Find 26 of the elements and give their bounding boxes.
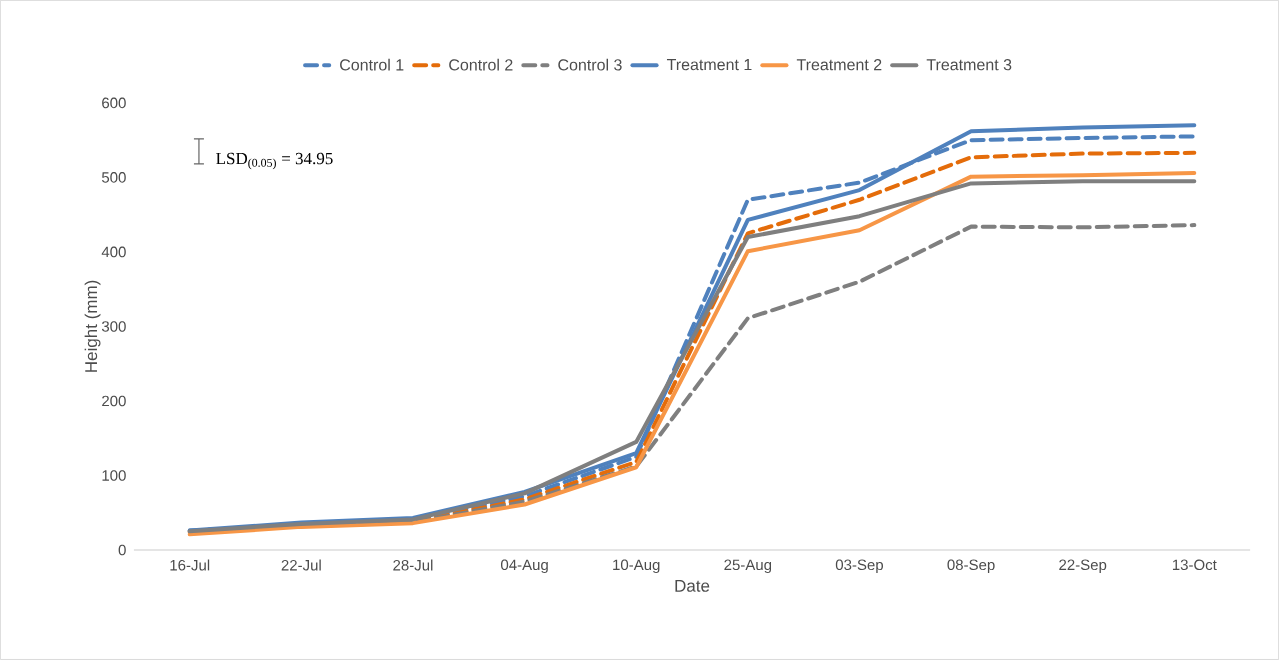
x-tick-label: 04-Aug [500, 559, 548, 574]
x-tick-label: 13-Oct [1172, 559, 1217, 571]
y-tick-label: 600 [102, 97, 126, 109]
x-tick-label: 22-Jul [281, 559, 321, 571]
y-tick-label: 400 [101, 246, 126, 258]
x-tick-label: 10-Aug [613, 559, 660, 574]
legend-label: Control 2 [449, 58, 513, 71]
x-axis-title: Date [675, 580, 710, 592]
legend-label: Treatment 1 [666, 59, 752, 71]
y-tick-label: 0 [118, 544, 126, 556]
legend-label: Control 3 [558, 58, 622, 71]
y-tick-label: 500 [101, 172, 126, 183]
y-tick-label: 200 [102, 395, 126, 407]
x-tick-label: 25-Aug [724, 559, 772, 574]
y-axis-title: Height (mm) [84, 280, 101, 372]
y-tick-label: 100 [102, 470, 126, 481]
legend-label: Control 1 [340, 58, 404, 71]
y-tick-label: 300 [101, 321, 126, 332]
x-tick-label: 08-Sep [947, 559, 995, 574]
x-tick-label: 28-Jul [393, 559, 433, 571]
annotation: LSD$_{(0.05)}$ = 34.95 [216, 152, 333, 170]
legend-label: Treatment 3 [926, 59, 1012, 71]
x-tick-label: 03-Sep [835, 559, 884, 574]
x-tick-label: 22-Sep [1059, 559, 1107, 574]
legend-label: Treatment 2 [796, 59, 882, 71]
x-tick-label: 16-Jul [170, 559, 210, 571]
